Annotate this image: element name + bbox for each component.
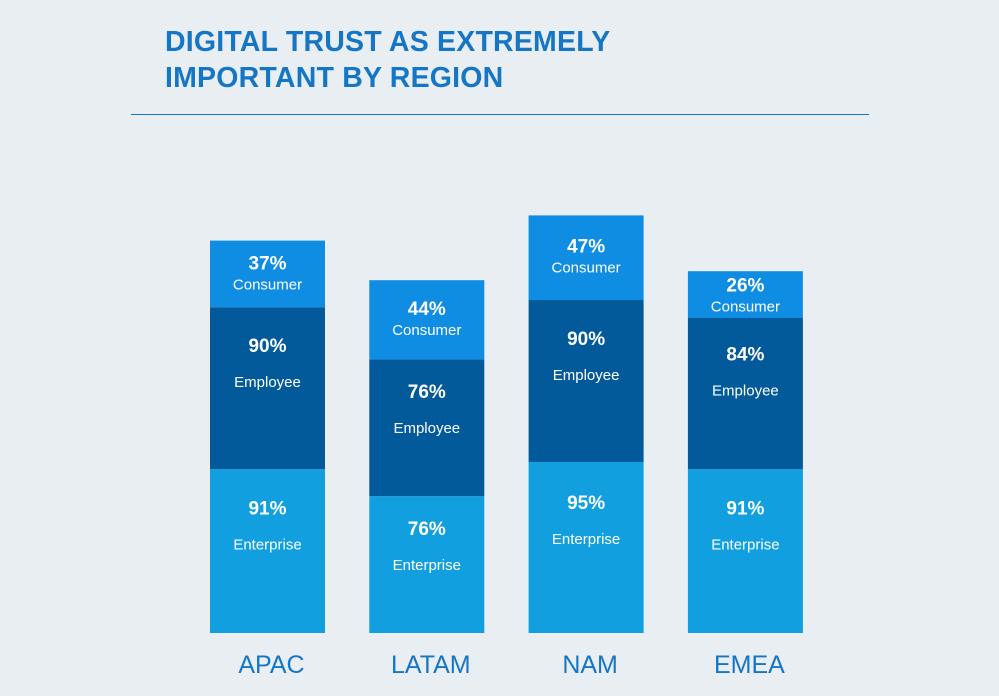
series-label-apac-enterprise: Enterprise: [233, 537, 301, 554]
chart-title: DIGITAL TRUST AS EXTREMELY IMPORTANT BY …: [165, 24, 765, 96]
bar-segment-apac-enterprise: [210, 469, 325, 633]
series-label-apac-consumer: Consumer: [233, 277, 302, 294]
value-label-latam-employee: 76%: [408, 382, 446, 403]
value-label-emea-consumer: 26%: [726, 275, 764, 296]
bar-segment-apac-employee: [210, 307, 325, 470]
title-divider: [131, 114, 869, 115]
series-label-nam-employee: Employee: [553, 367, 620, 384]
value-label-nam-enterprise: 95%: [567, 493, 605, 514]
value-label-nam-consumer: 47%: [567, 236, 605, 257]
value-label-emea-enterprise: 91%: [726, 499, 764, 520]
series-label-apac-employee: Employee: [234, 374, 301, 391]
bar-segment-nam-employee: [528, 300, 644, 462]
series-label-emea-consumer: Consumer: [711, 298, 780, 315]
category-label-nam: NAM: [562, 651, 618, 679]
bar-segment-emea-enterprise: [687, 469, 803, 633]
series-label-latam-consumer: Consumer: [392, 322, 461, 339]
bar-segment-nam-enterprise: [528, 462, 644, 633]
series-label-latam-employee: Employee: [393, 420, 460, 437]
bar-segment-emea-employee: [687, 318, 803, 470]
bar-segment-latam-enterprise: [369, 496, 485, 633]
series-label-emea-employee: Employee: [712, 382, 779, 399]
category-label-apac: APAC: [238, 651, 304, 679]
chart-title-line-1: DIGITAL TRUST AS EXTREMELY: [165, 26, 611, 58]
bar-segment-latam-employee: [369, 359, 485, 497]
chart-title-line-2: IMPORTANT BY REGION: [165, 62, 504, 94]
value-label-latam-consumer: 44%: [408, 299, 446, 320]
value-label-apac-enterprise: 91%: [248, 499, 286, 520]
value-label-emea-employee: 84%: [726, 344, 764, 365]
value-label-latam-enterprise: 76%: [408, 519, 446, 540]
series-label-emea-enterprise: Enterprise: [711, 537, 779, 554]
category-label-emea: EMEA: [714, 651, 785, 679]
bar-segment-apac-consumer: [210, 240, 325, 308]
series-label-nam-consumer: Consumer: [551, 259, 620, 276]
series-label-latam-enterprise: Enterprise: [393, 557, 461, 574]
category-label-latam: LATAM: [391, 651, 471, 679]
value-label-apac-employee: 90%: [248, 336, 286, 357]
value-label-apac-consumer: 37%: [248, 254, 286, 275]
value-label-nam-employee: 90%: [567, 329, 605, 350]
bar-segment-nam-consumer: [528, 215, 644, 300]
bar-segment-emea-consumer: [687, 271, 803, 318]
series-label-nam-enterprise: Enterprise: [552, 531, 620, 548]
bar-segment-latam-consumer: [369, 280, 485, 360]
